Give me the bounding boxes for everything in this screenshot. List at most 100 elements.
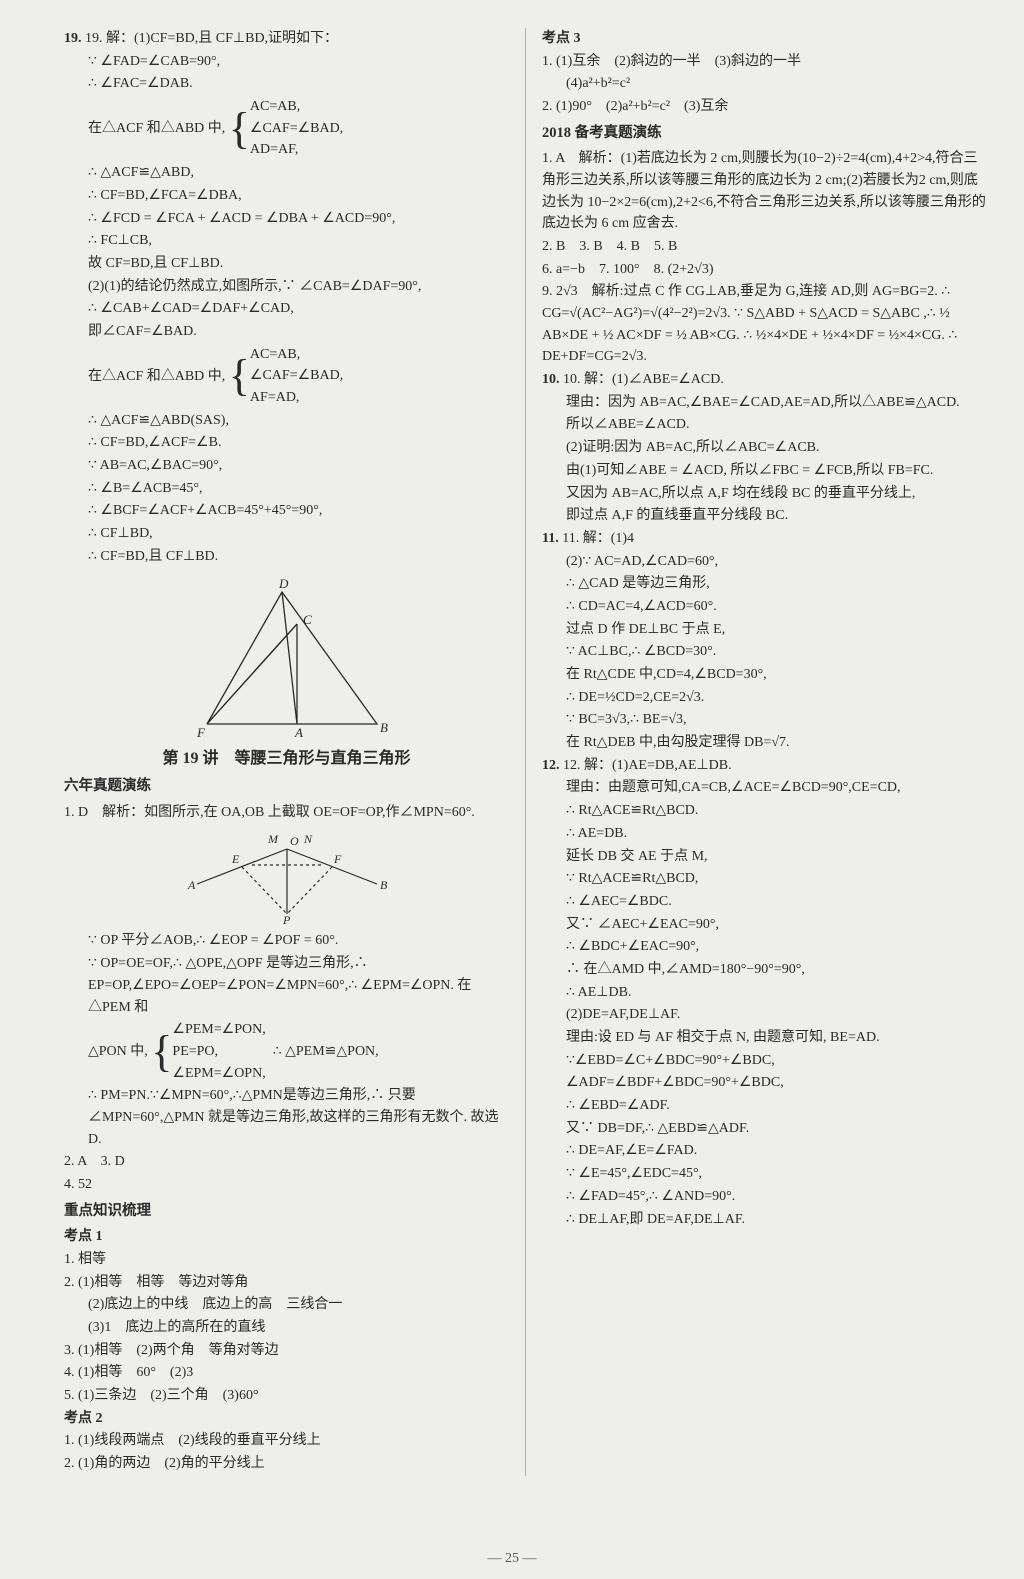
kp1-title: 考点 1 <box>64 1226 509 1248</box>
fig1-D: D <box>278 576 289 591</box>
q19-l9: (2)(1)的结论仍然成立,如图所示,∵ ∠CAB=∠DAF=90°, <box>64 276 509 298</box>
fig2-P: P <box>282 913 291 924</box>
q19-l14: ∴ CF=BD,∠ACF=∠B. <box>64 432 509 454</box>
r-q12-l8: ∴ ∠BDC+∠EAC=90°, <box>542 936 988 958</box>
q19-brace1-row: 在△ACF 和△ABD 中, { AC=AB, ∠CAF=∠BAD, AD=AF… <box>64 96 509 161</box>
q19-l7: ∴ FC⊥CB, <box>64 230 509 252</box>
brace2: { AC=AB, ∠CAF=∠BAD, AF=AD, <box>229 344 343 409</box>
q19-l3a: 在△ACF 和△ABD 中, <box>88 121 225 136</box>
l-q1b-l3a: △PON 中, <box>88 1044 148 1059</box>
kp2-2: 2. (1)角的两边 (2)角的平分线上 <box>64 1453 509 1475</box>
l-q1b-l4: ∴ PM=PN.∵∠MPN=60°,∴△PMN是等边三角形,∴ 只要∠MPN=6… <box>64 1085 509 1150</box>
l-q1b-l3b: ∴ △PEM≌△PON, <box>273 1044 379 1059</box>
r-q12-l16: 又∵ DB=DF,∴ △EBD≌△ADF. <box>542 1118 988 1140</box>
q19-head: 19. 解：(1)CF=BD,且 CF⊥BD,证明如下： <box>85 31 338 46</box>
r-q11-l8: ∵ BC=3√3,∴ BE=√3, <box>542 709 988 731</box>
r-q11-l9: 在 Rt△DEB 中,由勾股定理得 DB=√7. <box>542 732 988 754</box>
r-q10-l6: 即过点 A,F 的直线垂直平分线段 BC. <box>542 505 988 527</box>
r-q6: 6. a=−b 7. 100° 8. (2+2√3) <box>542 259 988 281</box>
q19-number: 19. <box>64 31 82 46</box>
q19-l1: ∵ ∠FAD=∠CAB=90°, <box>64 51 509 73</box>
lesson-19-title: 第 19 讲 等腰三角形与直角三角形 <box>64 747 509 772</box>
l-q4: 4. 52 <box>64 1174 509 1196</box>
figure-triangle-1: D C A B F <box>177 574 397 739</box>
r-q12-l1: 理由：由题意可知,CA=CB,∠ACE=∠BCD=90°,CE=CD, <box>542 777 988 799</box>
r-q12-l7: 又∵ ∠AEC+∠EAC=90°, <box>542 914 988 936</box>
q19-l19: ∴ CF=BD,且 CF⊥BD. <box>64 546 509 568</box>
fig1-A: A <box>294 725 303 739</box>
q19-brace2-row: 在△ACF 和△ABD 中, { AC=AB, ∠CAF=∠BAD, AF=AD… <box>64 344 509 409</box>
l-q2: 2. A 3. D <box>64 1151 509 1173</box>
q19-l16: ∴ ∠B=∠ACB=45°, <box>64 478 509 500</box>
right-column: 考点 3 1. (1)互余 (2)斜边的一半 (3)斜边的一半 (4)a²+b²… <box>526 28 988 1476</box>
r-q11-head: 11. 解：(1)4 <box>562 531 634 546</box>
q19-l4: ∴ △ACF≌△ABD, <box>64 162 509 184</box>
q19-l2: ∴ ∠FAC=∠DAB. <box>64 73 509 95</box>
r-q11-num: 11. <box>542 531 559 546</box>
r-q11-l6: 在 Rt△CDE 中,CD=4,∠BCD=30°, <box>542 664 988 686</box>
q19-l18: ∴ CF⊥BD, <box>64 523 509 545</box>
r-q12-num: 12. <box>542 758 560 773</box>
r-q12-l4: 延长 DB 交 AE 于点 M, <box>542 846 988 868</box>
key-knowledge-title: 重点知识梳理 <box>64 1200 509 1222</box>
kp1-4: 4. (1)相等 60° (2)3 <box>64 1362 509 1384</box>
fig2-N: N <box>303 832 313 846</box>
fig2-E: E <box>231 852 240 866</box>
kp1-5: 5. (1)三条边 (2)三个角 (3)60° <box>64 1385 509 1407</box>
q19-l15: ∵ AB=AC,∠BAC=90°, <box>64 455 509 477</box>
kp3-1b: (4)a²+b²=c² <box>542 73 988 95</box>
r-q12-l6: ∴ ∠AEC=∠BDC. <box>542 891 988 913</box>
r-q11-l5: ∵ AC⊥BC,∴ ∠BCD=30°. <box>542 641 988 663</box>
r-q12-l14: ∠ADF=∠BDF+∠BDC=90°+∠BDC, <box>542 1072 988 1094</box>
r-q11-l7: ∴ DE=½CD=2,CE=2√3. <box>542 687 988 709</box>
r-q12-l5: ∵ Rt△ACE≌Rt△BCD, <box>542 868 988 890</box>
r-q10-l2: 所以∠ABE=∠ACD. <box>542 414 988 436</box>
brace3: { ∠PEM=∠PON, PE=PO, ∠EPM=∠OPN, <box>151 1019 265 1084</box>
page-number: — 25 — <box>0 1551 1024 1567</box>
r-q11-l2: ∴ △CAD 是等边三角形, <box>542 573 988 595</box>
r-q12-l20: ∴ DE⊥AF,即 DE=AF,DE⊥AF. <box>542 1209 988 1231</box>
r-q10-l1: 理由：因为 AB=AC,∠BAE=∠CAD,AE=AD,所以△ABE≌△ACD. <box>542 392 988 414</box>
page: 19. 19. 解：(1)CF=BD,且 CF⊥BD,证明如下： ∵ ∠FAD=… <box>0 0 1024 1579</box>
r-q12-l18: ∵ ∠E=45°,∠EDC=45°, <box>542 1163 988 1185</box>
r-q12-l11: (2)DE=AF,DE⊥AF. <box>542 1004 988 1026</box>
r-q9: 9. 2√3 解析:过点 C 作 CG⊥AB,垂足为 G,连接 AD,则 AG=… <box>542 281 988 368</box>
r-q12-l15: ∴ ∠EBD=∠ADF. <box>542 1095 988 1117</box>
six-year-title: 六年真题演练 <box>64 775 509 797</box>
fig1-B: B <box>380 720 388 735</box>
r-q2: 2. B 3. B 4. B 5. B <box>542 236 988 258</box>
brace3-1: ∠PEM=∠PON, <box>172 1022 265 1037</box>
fig2-B: B <box>380 878 388 892</box>
r-q12-l13: ∵∠EBD=∠C+∠BDC=90°+∠BDC, <box>542 1050 988 1072</box>
r-q1: 1. A 解析：(1)若底边长为 2 cm,则腰长为(10−2)÷2=4(cm)… <box>542 148 988 235</box>
q19-l11: 即∠CAF=∠BAD. <box>64 321 509 343</box>
fig2-O: O <box>290 834 299 848</box>
kp3-1: 1. (1)互余 (2)斜边的一半 (3)斜边的一半 <box>542 51 988 73</box>
r-q11-l3: ∴ CD=AC=4,∠ACD=60°. <box>542 596 988 618</box>
kp2-title: 考点 2 <box>64 1408 509 1430</box>
r-q12-l10: ∴ AE⊥DB. <box>542 982 988 1004</box>
brace1-1: AC=AB, <box>250 99 300 114</box>
brace1-3: AD=AF, <box>250 142 298 157</box>
kp2-1: 1. (1)线段两端点 (2)线段的垂直平分线上 <box>64 1430 509 1452</box>
r-q12-l19: ∴ ∠FAD=45°,∴ ∠AND=90°. <box>542 1186 988 1208</box>
q19-l6: ∴ ∠FCD = ∠FCA + ∠ACD = ∠DBA + ∠ACD=90°, <box>64 208 509 230</box>
l-q1b-brace-row: △PON 中, { ∠PEM=∠PON, PE=PO, ∠EPM=∠OPN, ∴… <box>64 1019 509 1084</box>
r-q10-l5: 又因为 AB=AC,所以点 A,F 均在线段 BC 的垂直平分线上, <box>542 483 988 505</box>
left-column: 19. 19. 解：(1)CF=BD,且 CF⊥BD,证明如下： ∵ ∠FAD=… <box>64 28 526 1476</box>
r-q12-l12: 理由:设 ED 与 AF 相交于点 N, 由题意可知, BE=AD. <box>542 1027 988 1049</box>
kp1-2: 2. (1)相等 相等 等边对等角 <box>64 1272 509 1294</box>
r-q10-l3: (2)证明:因为 AB=AC,所以∠ABC=∠ACB. <box>542 437 988 459</box>
kp1-1: 1. 相等 <box>64 1249 509 1271</box>
q19-l13: ∴ △ACF≌△ABD(SAS), <box>64 410 509 432</box>
fig2-A: A <box>187 878 196 892</box>
kp3-2: 2. (1)90° (2)a²+b²=c² (3)互余 <box>542 96 988 118</box>
kp3-title: 考点 3 <box>542 28 988 50</box>
kp1-2b: (2)底边上的中线 底边上的高 三线合一 <box>64 1294 509 1316</box>
r-q12-head: 12. 解：(1)AE=DB,AE⊥DB. <box>563 758 732 773</box>
fig2-M: M <box>267 832 279 846</box>
kp1-3: 3. (1)相等 (2)两个角 等角对等边 <box>64 1340 509 1362</box>
q19-l10: ∴ ∠CAB+∠CAD=∠DAF+∠CAD, <box>64 298 509 320</box>
brace2-3: AF=AD, <box>250 390 300 405</box>
r-q12-l2: ∴ Rt△ACE≌Rt△BCD. <box>542 800 988 822</box>
